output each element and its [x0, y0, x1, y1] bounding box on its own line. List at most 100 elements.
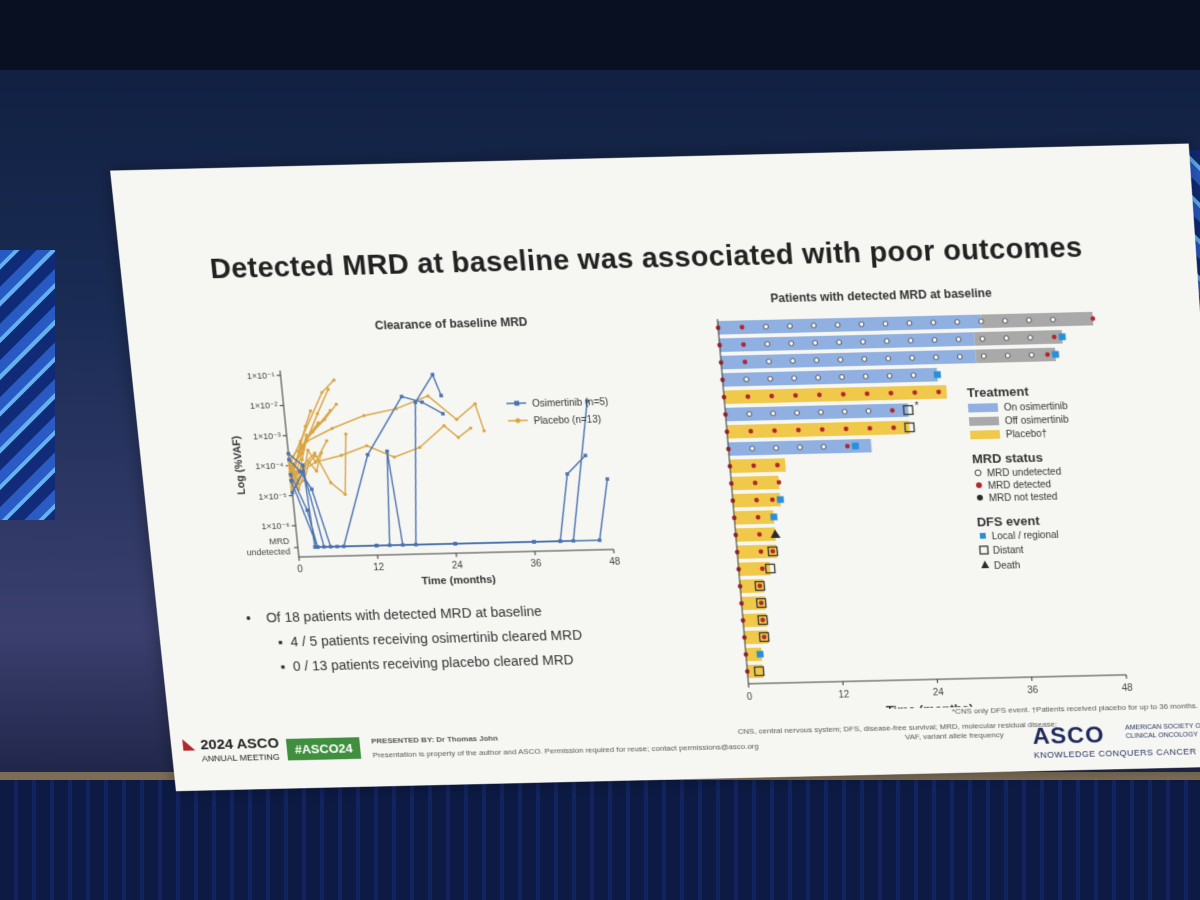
y-tick-label: 1×10⁻⁵	[258, 491, 288, 501]
x-tick-label: 48	[609, 557, 621, 568]
osimertinib-point	[298, 469, 303, 474]
osimertinib-point	[365, 452, 370, 457]
osimertinib-point	[287, 457, 291, 462]
legend-marker	[515, 418, 521, 424]
presented-by: PRESENTED BY: Dr Thomas John	[370, 733, 499, 746]
mrd-undetected-marker	[789, 341, 794, 346]
legend-mrd-undetected-icon	[975, 470, 981, 476]
mrd-undetected-marker	[981, 354, 986, 359]
swimmer-bar-placebo	[735, 527, 776, 542]
legend-local-regional: Local / regional	[991, 530, 1059, 542]
osimertinib-point	[430, 372, 435, 377]
y-tick-label: undetected	[246, 547, 291, 558]
legend-dfs-title: DFS event	[976, 513, 1040, 529]
y-tick-label: 1×10⁻⁴	[255, 461, 285, 471]
mrd-undetected-marker	[818, 410, 823, 415]
mrd-undetected-marker	[860, 339, 865, 344]
legend-mrd-not-tested: MRD not tested	[989, 492, 1058, 504]
bullet-sub2-text: 0 / 13 patients receiving placebo cleare…	[292, 652, 575, 674]
swimmer-bar-on-osimertinib	[720, 349, 977, 370]
osimertinib-point	[597, 538, 602, 542]
swimmer-bar-placebo	[733, 510, 775, 525]
mrd-undetected-marker	[813, 340, 818, 345]
mrd-detected-marker	[715, 325, 721, 331]
swimmer-bar-placebo	[742, 613, 768, 628]
mrd-undetected-marker	[1028, 335, 1033, 340]
swimmer-plot: Patients with detected MRD at baseline T…	[660, 286, 1134, 713]
osimertinib-point	[565, 472, 570, 476]
osimertinib-point	[289, 478, 294, 483]
y-tick-label: 1×10⁻³	[253, 431, 282, 441]
mrd-undetected-marker	[821, 444, 826, 449]
mrd-undetected-marker	[814, 358, 819, 363]
mrd-undetected-marker	[980, 336, 985, 341]
swimmer-x-tick-label: 36	[1027, 685, 1039, 696]
y-tick-label: 1×10⁻⁶	[261, 521, 291, 531]
mrd-undetected-marker	[956, 337, 961, 342]
swimmer-bar-placebo	[736, 544, 778, 559]
osimertinib-series-line	[289, 455, 593, 547]
mrd-undetected-marker	[811, 323, 816, 328]
y-tick-label: 1×10⁻²	[250, 401, 279, 411]
osimertinib-point	[440, 411, 445, 416]
osimertinib-point	[413, 400, 418, 405]
swimmer-x-tick-label: 24	[932, 688, 944, 699]
slide-title: Detected MRD at baseline was associated …	[208, 232, 1084, 286]
swimmer-legend: Treatment On osimertinib Off osimertinib…	[966, 384, 1069, 572]
swimmer-bar-on-osimertinib	[724, 403, 909, 422]
asco-flame-icon: ◣	[181, 736, 196, 753]
osimertinib-point	[305, 508, 310, 513]
mrd-undetected-marker	[1005, 353, 1010, 358]
osimertinib-point	[571, 539, 576, 543]
legend-mrd-detected-icon	[975, 482, 983, 489]
swimmer-bar-placebo	[729, 458, 786, 474]
dfs-local-regional-marker	[933, 371, 942, 379]
legend-local-regional-icon	[979, 532, 987, 539]
mrd-undetected-marker	[765, 342, 770, 347]
swimmer-bar-placebo	[730, 475, 780, 491]
x-tick-label: 24	[451, 561, 463, 572]
mrd-undetected-marker	[859, 322, 864, 327]
swimmer-bar-on-osimertinib	[719, 332, 976, 352]
dfs-local-regional-marker	[756, 650, 764, 658]
dfs-local-regional-marker	[1051, 350, 1060, 358]
mrd-undetected-marker	[1050, 317, 1055, 322]
mrd-undetected-marker	[763, 324, 768, 329]
swimmer-bar-placebo	[739, 579, 765, 594]
legend-swatch-off-osimertinib	[968, 416, 1000, 426]
swimmer-bar-off-osimertinib	[973, 330, 1063, 346]
legend-mrd-detected: MRD detected	[988, 480, 1052, 492]
osimertinib-point	[301, 469, 306, 474]
abbreviations-2: VAF, variant allele frequency	[904, 730, 1005, 742]
swimmer-bar-placebo	[746, 664, 764, 679]
x-tick-label: 0	[297, 564, 304, 575]
placebo-point	[344, 432, 348, 436]
mrd-undetected-marker	[835, 323, 840, 328]
asco-annual-meeting-logo: ◣ 2024 ASCO ANNUAL MEETING	[182, 732, 293, 768]
osimertinib-point	[420, 400, 424, 404]
mrd-undetected-marker	[744, 377, 749, 382]
legend-marker	[514, 400, 520, 406]
asco-year: 2024 ASCO	[199, 735, 280, 754]
swimmer-bar-placebo	[743, 630, 769, 645]
mrd-undetected-marker	[863, 374, 868, 379]
line-chart-title: Clearance of baseline MRD	[374, 315, 528, 332]
stage-floor	[0, 780, 1200, 900]
swimmer-bar-placebo	[726, 420, 911, 439]
swimmer-x-tick-label: 12	[838, 690, 850, 701]
mrd-undetected-marker	[911, 373, 916, 378]
bullet-sub1-text: 4 / 5 patients receiving osimertinib cle…	[289, 627, 583, 650]
cns-only-asterisk: *	[914, 401, 919, 412]
osimertinib-point	[400, 543, 405, 547]
bullet-main-text: Of 18 patients with detected MRD at base…	[265, 603, 543, 626]
mrd-undetected-marker	[1026, 318, 1031, 323]
mrd-undetected-marker	[933, 355, 938, 360]
legend-swatch-placebo	[969, 430, 1001, 440]
osimertinib-point	[399, 394, 404, 399]
osimertinib-point	[341, 544, 346, 549]
asco-society: AMERICAN SOCIETY OF CLINICAL ONCOLOGY	[1124, 722, 1200, 740]
mrd-undetected-marker	[792, 376, 797, 381]
osimertinib-point	[453, 541, 458, 546]
legend-mrd-not-tested-icon	[976, 494, 984, 501]
mrd-undetected-marker	[768, 376, 773, 381]
